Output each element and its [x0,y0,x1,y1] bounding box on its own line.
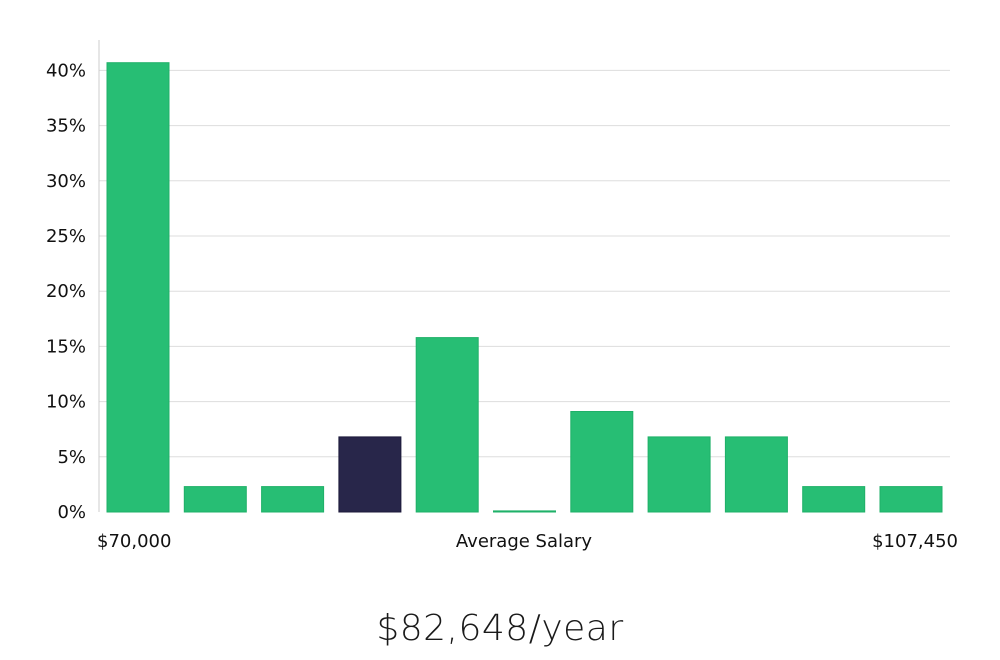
y-tick-label: 25% [46,226,86,247]
y-tick-label: 15% [46,336,86,357]
bar [106,62,170,513]
y-tick-label: 30% [46,171,86,192]
bar [183,486,247,513]
bars [106,62,943,513]
bar [261,486,325,513]
salary-histogram: 0% 5% 10% 15% 20% 25% 30% 35% 40% $70,000 Averag… [46,40,958,552]
bar [647,436,711,513]
y-tick-label: 0% [57,502,86,523]
y-tick-label: 10% [46,392,86,413]
y-axis-ticks: 0% 5% 10% 15% 20% 25% 30% 35% 40% [46,60,86,523]
y-tick-label: 35% [46,116,86,137]
bar [415,337,479,513]
bar [493,510,556,513]
bar [724,436,788,513]
y-tick-label: 40% [46,60,86,81]
gridlines [99,69,950,458]
bar [802,486,866,513]
y-tick-label: 5% [57,447,86,468]
x-axis-min-label: $70,000 [97,531,171,552]
bar [879,486,943,513]
x-axis-max-label: $107,450 [872,531,958,552]
bar [570,411,634,513]
x-axis-center-label: Average Salary [456,531,593,552]
y-tick-label: 20% [46,281,86,302]
average-salary-value: $82,648/year [376,608,624,649]
bar-highlighted [338,436,402,513]
